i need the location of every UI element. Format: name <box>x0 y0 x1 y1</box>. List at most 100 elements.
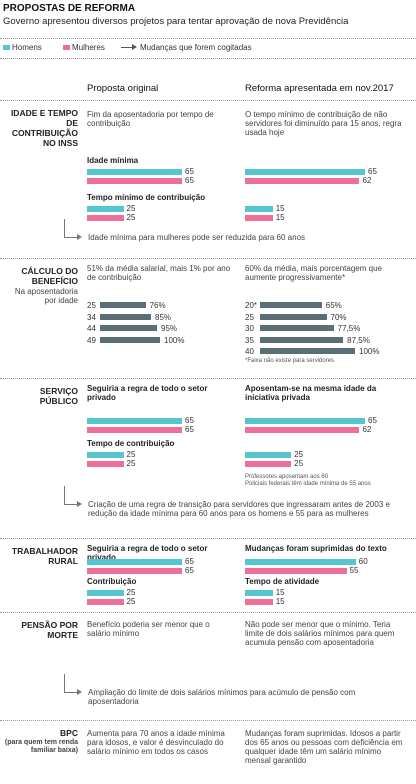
bar-value: 65 <box>185 557 194 566</box>
legend-swatch <box>63 45 70 50</box>
bar-men <box>245 559 356 565</box>
section-label: IDADE E TEMPO DE CONTRIBUIÇÃO NO INSS <box>10 108 78 148</box>
group-label: Idade mínima <box>87 156 139 165</box>
bar-women <box>87 461 124 467</box>
bar-value: 65 <box>185 425 194 434</box>
column-heading: Seguiria a regra de todo o setor privado <box>87 544 208 562</box>
column-text: 60% da média, mais porcentagem que aumen… <box>245 264 382 282</box>
pct-bar <box>100 325 157 331</box>
bar-women <box>87 178 182 184</box>
divider <box>0 538 416 539</box>
note-arrow-head <box>77 501 82 507</box>
note-arrow <box>64 674 65 692</box>
column-heading: Seguiria a regra de todo o setor privado <box>87 384 208 402</box>
section-sublabel: (para quem tem renda familiar baixa) <box>4 739 78 754</box>
bar-value: 25 <box>126 588 136 597</box>
bar-women <box>87 599 124 605</box>
column-heading: Aposentam-se na mesma idade da iniciativ… <box>245 384 377 402</box>
bar-women <box>245 178 360 184</box>
pct-bar <box>260 348 355 354</box>
pct-label: 85% <box>155 312 172 322</box>
pct-label: 100% <box>164 335 185 345</box>
bar-women <box>87 215 124 221</box>
pct-bar <box>260 302 322 308</box>
note-arrow <box>64 237 78 238</box>
bar-value: 65 <box>185 176 194 185</box>
legend-arrow-head <box>132 44 137 50</box>
divider <box>0 258 416 259</box>
bar-women <box>245 215 273 221</box>
bar-men <box>245 590 273 596</box>
reform-note: Policiais federais têm idade mínima de 5… <box>245 481 371 487</box>
bar-men <box>245 206 273 212</box>
note-arrow-head <box>77 234 82 240</box>
bar-value: 25 <box>126 597 136 606</box>
column-header: Reforma apresentada em nov.2017 <box>245 83 394 94</box>
pct-label: 87,5% <box>347 335 370 345</box>
pct-label: 100% <box>359 347 380 356</box>
bar-value: 25 <box>294 450 304 459</box>
divider <box>0 100 416 101</box>
bar-men <box>245 169 365 175</box>
bar-value: 25 <box>126 204 136 213</box>
bar-women <box>245 568 347 574</box>
bar-men <box>87 452 124 458</box>
row-years: 34 <box>87 312 96 322</box>
column-text: Aumenta para 70 anos a idade mínima para… <box>87 729 225 756</box>
pct-label: 76% <box>149 301 166 310</box>
row-years: 49 <box>87 335 96 345</box>
bar-women <box>245 461 292 467</box>
bar-value: 15 <box>275 588 285 597</box>
note-arrow <box>64 692 78 693</box>
divider <box>0 612 416 613</box>
bar-men <box>245 452 292 458</box>
column-text: Mudanças foram suprimidas. Idosos a part… <box>245 729 403 765</box>
change-note: Ampliação do limite de dois salários mín… <box>88 688 356 706</box>
note-arrow <box>64 486 65 504</box>
bar-value: 15 <box>275 213 285 222</box>
bar-value: 15 <box>275 204 285 213</box>
section-label: TRABALHADOR RURAL <box>11 546 78 566</box>
group-label: Tempo de atividade <box>245 577 320 586</box>
note-arrow <box>64 504 78 505</box>
section-label: PENSÃO POR MORTE <box>21 620 78 640</box>
bar-women <box>245 599 273 605</box>
change-note: Idade mínima para mulheres pode ser redu… <box>88 233 306 242</box>
pct-label: 95% <box>161 324 178 333</box>
row-years: 30 <box>245 324 254 333</box>
pct-bar <box>260 336 344 343</box>
row-years: 35 <box>245 335 254 345</box>
bar-men <box>87 206 124 212</box>
bar-value: 15 <box>275 597 285 606</box>
row-years: 25 <box>245 312 254 322</box>
pct-label: 65% <box>325 301 342 310</box>
bar-value: 65 <box>185 416 194 425</box>
legend-label: Homens <box>12 43 42 52</box>
divider <box>0 58 416 59</box>
divider <box>0 378 416 379</box>
bar-value: 25 <box>126 450 136 459</box>
column-text: O tempo mínimo de contribuição de não se… <box>245 110 402 137</box>
column-text: 51% da média salarial, mais 1% por ano d… <box>87 264 231 282</box>
legend-arrow <box>121 47 133 48</box>
bar-women <box>87 568 182 574</box>
section-label: SERVIÇO PÚBLICO <box>39 386 78 406</box>
legend-swatch <box>3 45 10 50</box>
pct-label: 70% <box>330 312 347 322</box>
group-label: Tempo de contribuição <box>87 439 175 448</box>
divider <box>0 720 416 721</box>
bar-value: 25 <box>294 459 304 468</box>
bar-value: 65 <box>368 167 377 176</box>
column-header: Proposta original <box>87 83 159 94</box>
row-years: 44 <box>87 324 96 333</box>
subtitle: Governo apresentou diversos projetos par… <box>3 16 349 27</box>
column-heading: Mudanças foram suprimidas do texto <box>245 544 387 553</box>
pct-label: 77,5% <box>337 324 361 333</box>
bar-men <box>245 418 365 424</box>
column-text: Benefício poderia ser menor que o salári… <box>87 620 210 638</box>
section-sublabel: Na aposentadoria por idade <box>14 287 78 305</box>
group-label: Contribuição <box>87 577 137 586</box>
legend-label: Mulheres <box>72 43 105 52</box>
footnote: *Faixa não existe para servidores <box>245 358 335 364</box>
bar-value: 60 <box>358 557 368 566</box>
